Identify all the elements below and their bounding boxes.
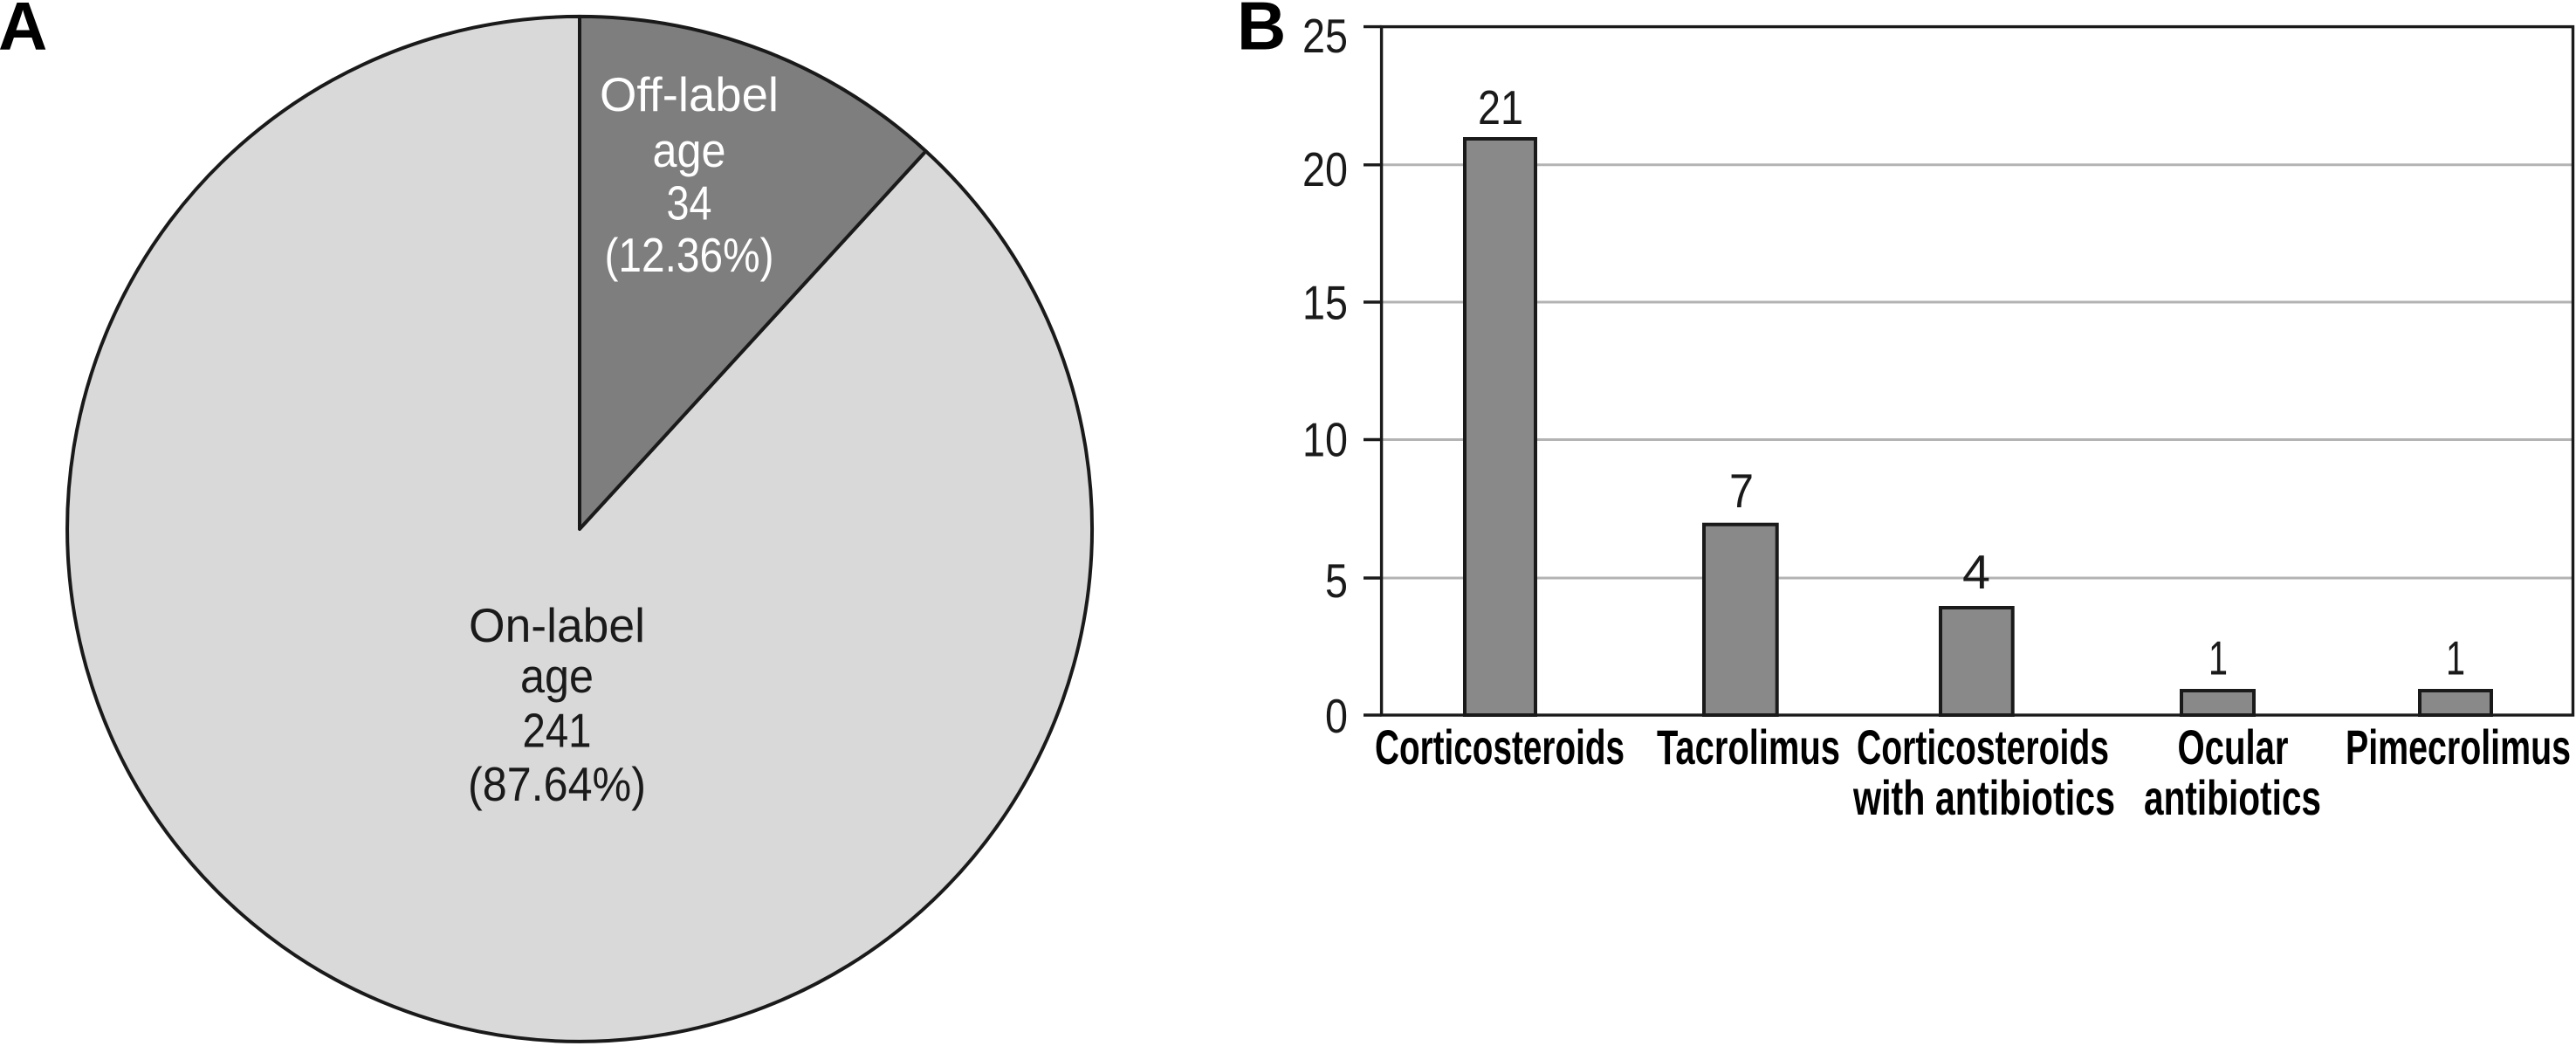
svg-text:antibiotics: antibiotics <box>2144 770 2321 825</box>
svg-text:1: 1 <box>2446 631 2465 685</box>
svg-text:Pimecrolimus: Pimecrolimus <box>2346 719 2571 774</box>
svg-text:A: A <box>0 0 47 65</box>
svg-text:age: age <box>520 649 594 703</box>
svg-text:Corticosteroids: Corticosteroids <box>1375 719 1625 774</box>
svg-text:34: 34 <box>667 176 712 231</box>
svg-text:1: 1 <box>2208 631 2228 685</box>
svg-text:241: 241 <box>523 704 592 758</box>
svg-text:(87.64%): (87.64%) <box>468 757 646 811</box>
svg-text:Off-label: Off-label <box>600 67 779 121</box>
svg-text:20: 20 <box>1302 142 1348 196</box>
svg-text:(12.36%): (12.36%) <box>605 228 774 282</box>
svg-text:B: B <box>1237 0 1286 65</box>
svg-text:Tacrolimus: Tacrolimus <box>1657 719 1840 774</box>
svg-text:21: 21 <box>1478 80 1523 134</box>
svg-text:10: 10 <box>1302 413 1348 467</box>
svg-text:15: 15 <box>1302 276 1348 330</box>
svg-text:Corticosteroids: Corticosteroids <box>1857 719 2109 774</box>
svg-text:Ocular: Ocular <box>2178 719 2289 774</box>
svg-text:0: 0 <box>1325 689 1348 743</box>
svg-text:On-label: On-label <box>469 598 645 652</box>
svg-text:7: 7 <box>1729 464 1754 518</box>
svg-text:5: 5 <box>1325 554 1348 608</box>
svg-text:4: 4 <box>1962 545 1990 599</box>
svg-text:age: age <box>653 123 726 177</box>
svg-text:with antibiotics: with antibiotics <box>1852 770 2115 825</box>
svg-text:25: 25 <box>1302 9 1348 63</box>
